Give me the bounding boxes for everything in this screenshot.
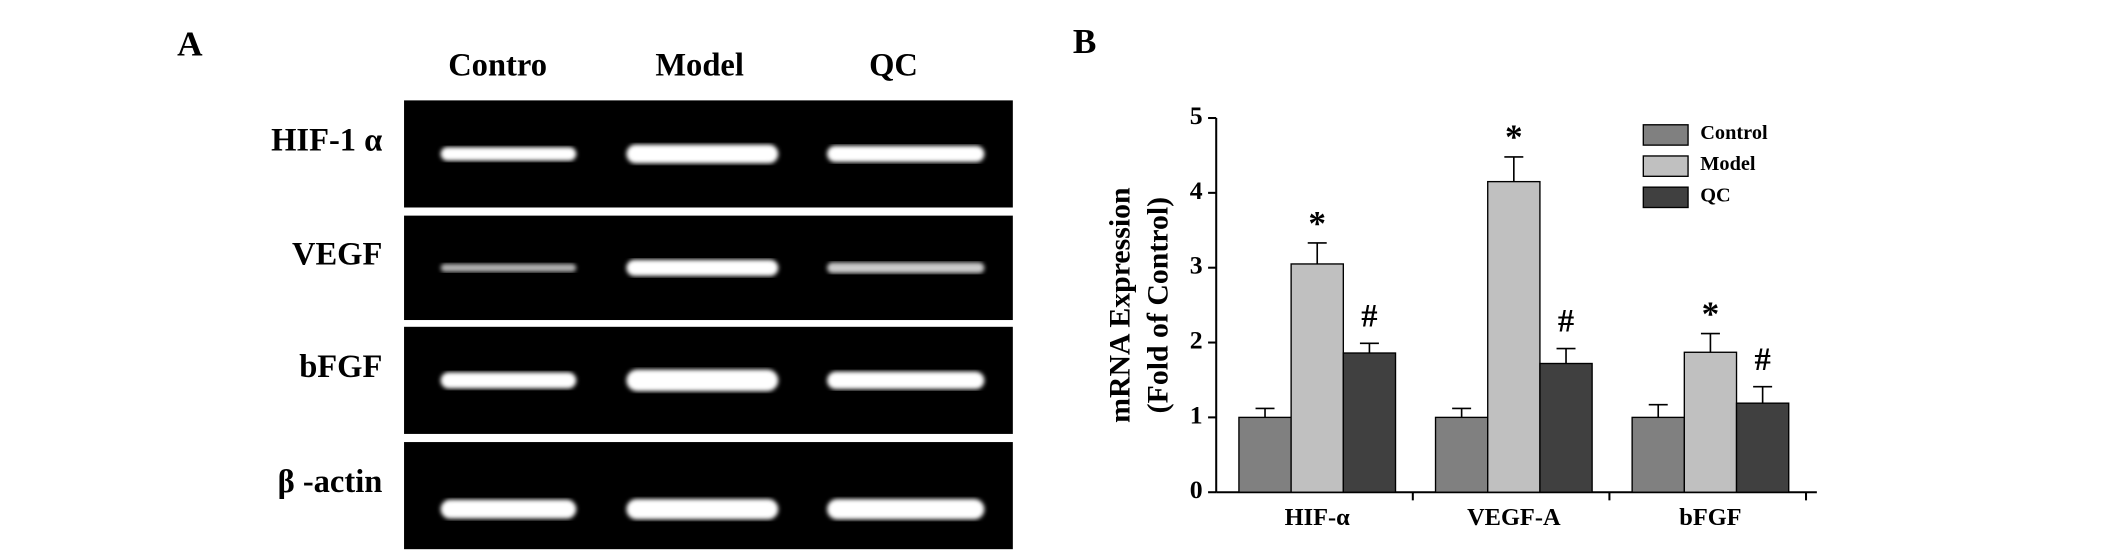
- legend-swatch: [1642, 124, 1689, 146]
- bar: [1238, 416, 1292, 493]
- y-axis-title: mRNA Expression: [1104, 187, 1137, 423]
- gel-band: [827, 499, 985, 520]
- legend-label: Control: [1700, 122, 1768, 144]
- gel-lane: [404, 442, 1013, 550]
- significance-marker: *: [1702, 294, 1720, 333]
- error-bar: [1556, 347, 1576, 364]
- error-bar: [1452, 407, 1472, 418]
- x-tick-label: VEGF-A: [1467, 504, 1561, 531]
- lane-label: QC: [869, 47, 918, 83]
- significance-marker: #: [1754, 342, 1770, 378]
- bar: [1290, 263, 1345, 493]
- bar: [1487, 180, 1541, 493]
- error-bar: [1504, 156, 1524, 182]
- bar: [1631, 416, 1686, 493]
- significance-marker: *: [1505, 118, 1523, 157]
- error-bar: [1700, 332, 1720, 353]
- bar: [1683, 351, 1738, 493]
- lane-label: Model: [655, 47, 744, 83]
- gel-band: [626, 499, 779, 520]
- bar: [1539, 362, 1593, 493]
- row-label: HIF-1 α: [271, 123, 382, 159]
- gel-band: [827, 371, 985, 390]
- row-label: β -actin: [278, 464, 383, 500]
- gel: Contro Model QC HIF-1 α VEGF bFGF β -actin: [271, 47, 1013, 550]
- y-tick-label: 0: [1190, 475, 1203, 504]
- x-tick-label: bFGF: [1679, 504, 1741, 531]
- error-bar: [1307, 242, 1327, 264]
- significance-marker: #: [1361, 298, 1377, 334]
- gel-band: [626, 369, 779, 392]
- legend-swatch: [1642, 186, 1689, 209]
- gel-band: [440, 499, 577, 519]
- y-tick-label: 2: [1190, 325, 1203, 354]
- legend-label: Model: [1700, 153, 1756, 175]
- y-tick-label: 4: [1190, 176, 1203, 205]
- row-label: VEGF: [292, 236, 382, 272]
- bar: [1735, 402, 1790, 493]
- y-tick-label: 5: [1190, 101, 1203, 130]
- y-tick-label: 1: [1190, 400, 1203, 429]
- gel-band: [440, 263, 577, 272]
- bar: [1434, 416, 1489, 493]
- row-label: bFGF: [299, 349, 382, 385]
- gel-band: [827, 145, 985, 163]
- error-bar: [1359, 342, 1379, 354]
- significance-marker: #: [1558, 304, 1574, 340]
- gel-band: [440, 372, 577, 389]
- panel-label: A: [177, 25, 203, 64]
- y-tick-label: 3: [1190, 251, 1203, 280]
- significance-marker: *: [1308, 204, 1326, 243]
- legend-label: QC: [1700, 184, 1731, 206]
- error-bar: [1753, 385, 1773, 404]
- bar-chart: 0 1 2 3 4 5 mRNA Expression (Fold of Control) HI…: [1104, 101, 1817, 531]
- gel-band: [626, 259, 779, 276]
- legend-swatch: [1642, 155, 1689, 177]
- error-bar: [1255, 407, 1275, 418]
- gel-band: [440, 147, 577, 161]
- y-axis-title: (Fold of Control): [1141, 197, 1174, 413]
- gel-band: [626, 144, 779, 164]
- error-bar: [1648, 403, 1668, 418]
- panel-label: B: [1073, 22, 1097, 61]
- bar: [1342, 352, 1397, 493]
- x-tick-label: HIF-α: [1285, 504, 1350, 531]
- lane-label: Contro: [448, 47, 547, 83]
- gel-band: [827, 262, 985, 274]
